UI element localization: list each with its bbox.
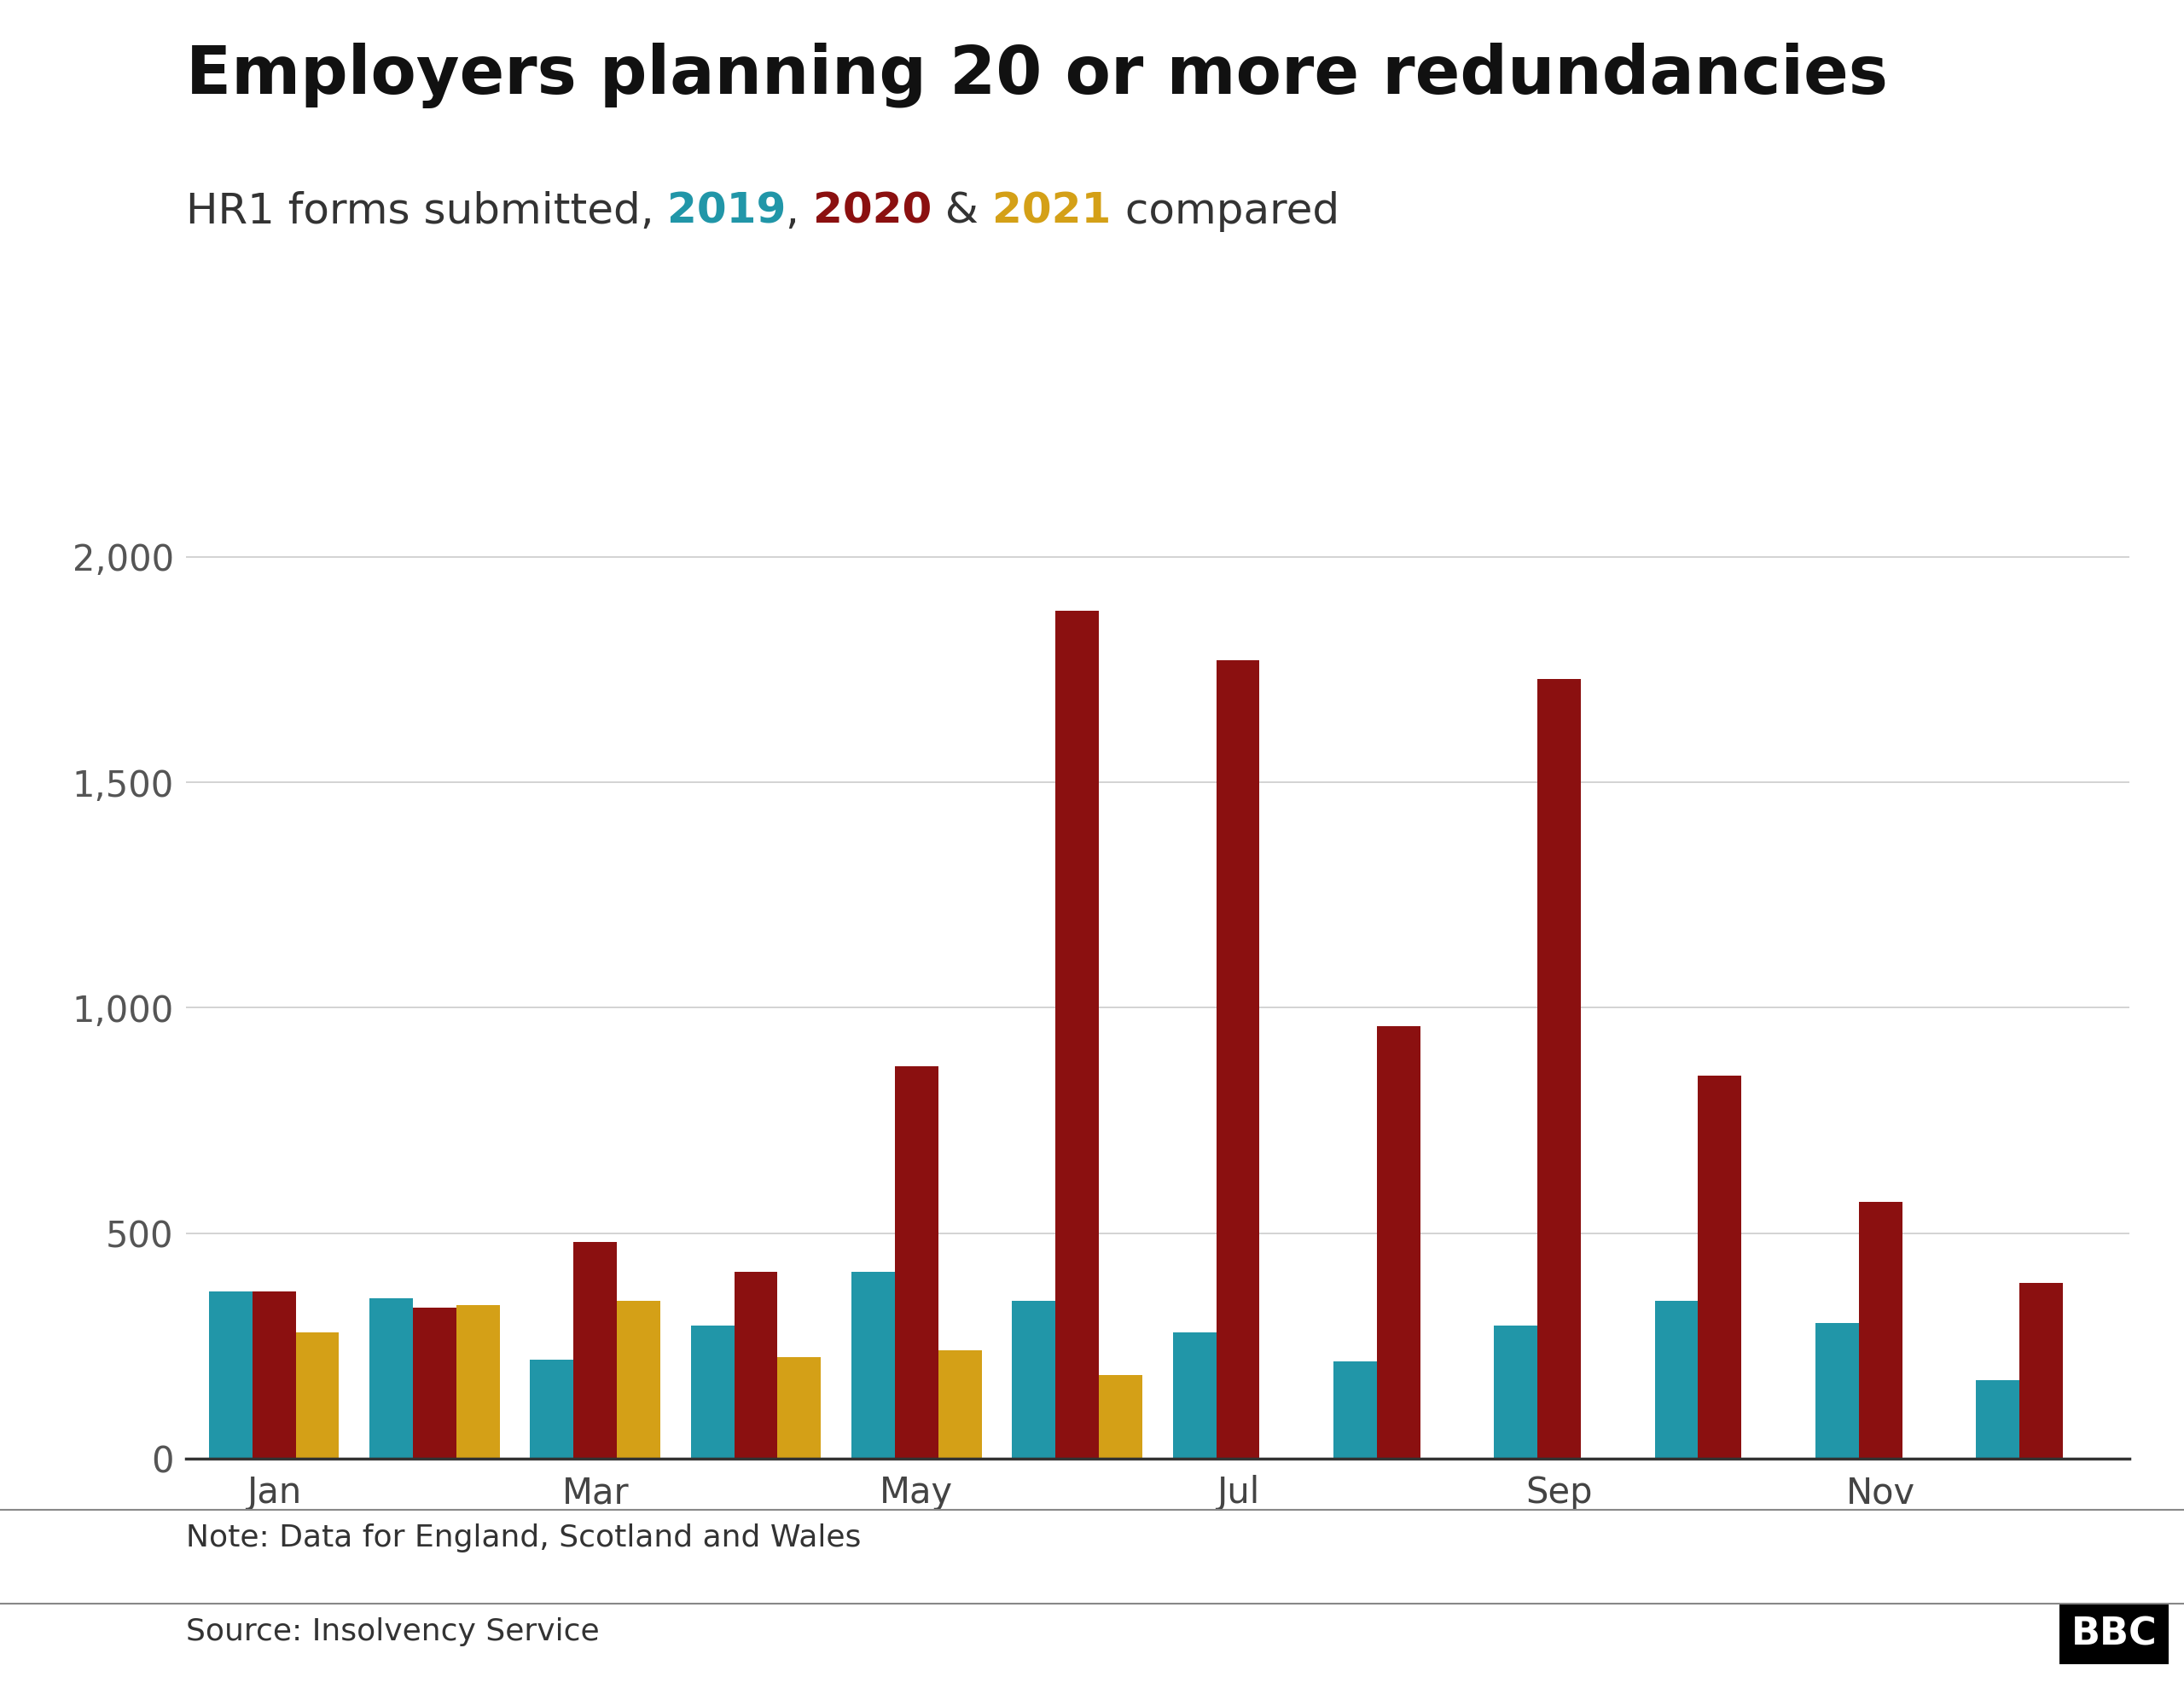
Bar bbox=[2020, 1283, 2062, 1459]
Bar bbox=[1538, 679, 1581, 1459]
Bar bbox=[1173, 1332, 1216, 1459]
Bar bbox=[778, 1358, 821, 1459]
Bar bbox=[852, 1271, 895, 1459]
Bar bbox=[616, 1300, 660, 1459]
Bar bbox=[210, 1291, 253, 1459]
Bar bbox=[574, 1242, 616, 1459]
Bar bbox=[1376, 1025, 1420, 1459]
Text: ,: , bbox=[786, 191, 812, 232]
Text: &: & bbox=[933, 191, 992, 232]
Bar bbox=[456, 1305, 500, 1459]
Text: compared: compared bbox=[1112, 191, 1339, 232]
Bar bbox=[295, 1332, 339, 1459]
Bar bbox=[1699, 1075, 1741, 1459]
Bar bbox=[1815, 1324, 1859, 1459]
Bar bbox=[1859, 1201, 1902, 1459]
Bar bbox=[1216, 660, 1260, 1459]
Bar bbox=[690, 1326, 734, 1459]
Bar bbox=[1977, 1380, 2020, 1459]
Bar bbox=[1011, 1300, 1055, 1459]
Text: 2020: 2020 bbox=[812, 191, 933, 232]
Bar bbox=[1655, 1300, 1699, 1459]
Text: Employers planning 20 or more redundancies: Employers planning 20 or more redundanci… bbox=[186, 43, 1887, 109]
Bar bbox=[369, 1298, 413, 1459]
Text: Source: Insolvency Service: Source: Insolvency Service bbox=[186, 1617, 598, 1646]
Bar bbox=[939, 1351, 981, 1459]
Bar bbox=[734, 1271, 778, 1459]
Bar bbox=[895, 1066, 939, 1459]
Bar bbox=[531, 1360, 574, 1459]
Text: Note: Data for England, Scotland and Wales: Note: Data for England, Scotland and Wal… bbox=[186, 1523, 860, 1552]
Bar bbox=[253, 1291, 295, 1459]
Bar bbox=[413, 1307, 456, 1459]
Text: 2021: 2021 bbox=[992, 191, 1112, 232]
Text: 2019: 2019 bbox=[668, 191, 786, 232]
Text: BBC: BBC bbox=[2070, 1616, 2158, 1653]
Bar bbox=[1494, 1326, 1538, 1459]
Bar bbox=[1055, 611, 1099, 1459]
Text: HR1 forms submitted,: HR1 forms submitted, bbox=[186, 191, 668, 232]
Bar bbox=[1099, 1375, 1142, 1459]
Bar bbox=[1334, 1361, 1376, 1459]
